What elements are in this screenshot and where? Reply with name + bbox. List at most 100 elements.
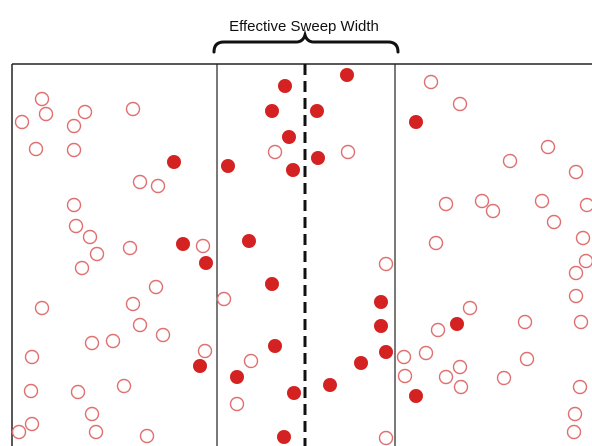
undetected-object-marker	[540, 139, 556, 155]
undetected-object-marker	[418, 345, 434, 361]
undetected-object-marker	[70, 384, 86, 400]
undetected-object-marker	[66, 197, 82, 213]
detected-object-marker	[277, 430, 291, 444]
undetected-object-marker	[452, 96, 468, 112]
undetected-object-marker	[24, 349, 40, 365]
undetected-object-marker	[84, 406, 100, 422]
undetected-object-marker	[105, 333, 121, 349]
detected-object-marker	[221, 159, 235, 173]
detected-object-marker	[450, 317, 464, 331]
diagram-title: Effective Sweep Width	[229, 18, 379, 35]
detected-object-marker	[323, 378, 337, 392]
undetected-object-marker	[578, 253, 592, 269]
undetected-object-marker	[132, 317, 148, 333]
detected-object-marker	[193, 359, 207, 373]
undetected-object-marker	[452, 359, 468, 375]
undetected-object-marker	[243, 353, 259, 369]
undetected-object-marker	[438, 369, 454, 385]
undetected-object-marker	[267, 144, 283, 160]
objects-layer	[11, 68, 592, 446]
undetected-object-marker	[438, 196, 454, 212]
undetected-object-marker	[534, 193, 550, 209]
undetected-object-marker	[397, 368, 413, 384]
undetected-object-marker	[216, 291, 232, 307]
undetected-object-marker	[122, 240, 138, 256]
undetected-object-marker	[572, 379, 588, 395]
detected-object-marker	[242, 234, 256, 248]
undetected-object-marker	[517, 314, 533, 330]
undetected-object-marker	[195, 238, 211, 254]
detected-object-marker	[310, 104, 324, 118]
undetected-object-marker	[519, 351, 535, 367]
undetected-object-marker	[74, 260, 90, 276]
detected-object-marker	[409, 389, 423, 403]
detected-object-marker	[278, 79, 292, 93]
detected-object-marker	[287, 386, 301, 400]
undetected-object-marker	[430, 322, 446, 338]
detected-object-marker	[286, 163, 300, 177]
undetected-object-marker	[23, 383, 39, 399]
undetected-object-marker	[34, 300, 50, 316]
undetected-object-marker	[568, 164, 584, 180]
sweep-width-brace	[212, 29, 400, 54]
detected-object-marker	[265, 104, 279, 118]
undetected-object-marker	[568, 288, 584, 304]
undetected-object-marker	[77, 104, 93, 120]
undetected-object-marker	[38, 106, 54, 122]
detected-object-marker	[199, 256, 213, 270]
undetected-object-marker	[150, 178, 166, 194]
detected-object-marker	[268, 339, 282, 353]
detected-object-marker	[167, 155, 181, 169]
detected-object-marker	[379, 345, 393, 359]
undetected-object-marker	[567, 406, 583, 422]
undetected-object-marker	[546, 214, 562, 230]
undetected-object-marker	[340, 144, 356, 160]
undetected-object-marker	[229, 396, 245, 412]
undetected-object-marker	[148, 279, 164, 295]
undetected-object-marker	[575, 230, 591, 246]
undetected-object-marker	[378, 256, 394, 272]
detected-object-marker	[265, 277, 279, 291]
undetected-object-marker	[28, 141, 44, 157]
undetected-object-marker	[462, 300, 478, 316]
undetected-object-marker	[34, 91, 50, 107]
undetected-object-marker	[88, 424, 104, 440]
undetected-object-marker	[396, 349, 412, 365]
undetected-object-marker	[474, 193, 490, 209]
detected-object-marker	[374, 295, 388, 309]
detected-object-marker	[311, 151, 325, 165]
undetected-object-marker	[485, 203, 501, 219]
undetected-object-marker	[566, 424, 582, 440]
undetected-object-marker	[24, 416, 40, 432]
undetected-object-marker	[82, 229, 98, 245]
undetected-object-marker	[568, 265, 584, 281]
undetected-object-marker	[66, 118, 82, 134]
undetected-object-marker	[84, 335, 100, 351]
undetected-object-marker	[496, 370, 512, 386]
undetected-object-marker	[428, 235, 444, 251]
undetected-object-marker	[89, 246, 105, 262]
undetected-object-marker	[139, 428, 155, 444]
undetected-object-marker	[502, 153, 518, 169]
detected-object-marker	[354, 356, 368, 370]
detected-object-marker	[176, 237, 190, 251]
undetected-object-marker	[116, 378, 132, 394]
undetected-object-marker	[66, 142, 82, 158]
undetected-object-marker	[378, 430, 394, 446]
detected-object-marker	[374, 319, 388, 333]
detected-object-marker	[409, 115, 423, 129]
undetected-object-marker	[453, 379, 469, 395]
undetected-object-marker	[197, 343, 213, 359]
undetected-object-marker	[155, 327, 171, 343]
undetected-object-marker	[11, 424, 27, 440]
undetected-object-marker	[573, 314, 589, 330]
undetected-object-marker	[68, 218, 84, 234]
undetected-object-marker	[125, 101, 141, 117]
undetected-object-marker	[132, 174, 148, 190]
detected-object-marker	[230, 370, 244, 384]
detected-object-marker	[282, 130, 296, 144]
undetected-object-marker	[579, 197, 592, 213]
undetected-object-marker	[14, 114, 30, 130]
detected-object-marker	[340, 68, 354, 82]
